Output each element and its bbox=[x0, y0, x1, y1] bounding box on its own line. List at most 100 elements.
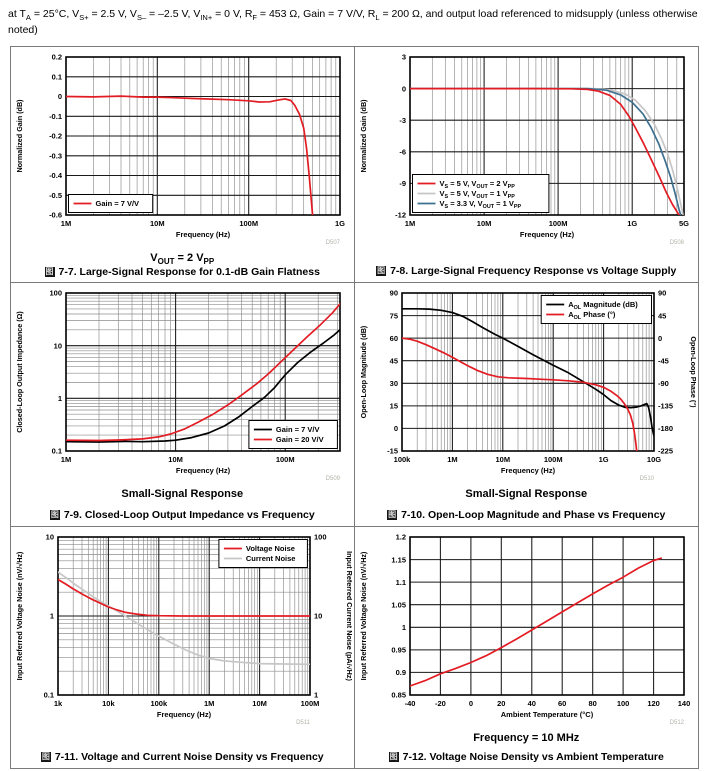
svg-text:10: 10 bbox=[54, 341, 62, 350]
figure-caption-text: 7-10. Open-Loop Magnitude and Phase vs F… bbox=[401, 509, 666, 522]
svg-text:Input Referred Voltage Noise (: Input Referred Voltage Noise (nV/√Hz) bbox=[15, 551, 24, 680]
svg-text:100M: 100M bbox=[549, 219, 568, 228]
svg-text:40: 40 bbox=[528, 699, 536, 708]
conditions-note: at TA = 25°C, VS+ = 2.5 V, VS– = –2.5 V,… bbox=[8, 8, 698, 37]
figure-grid: Gain = 7 V/V 1M 10M 100M 1G 0.2 0.1 0 -0.1 -0.2 -0… bbox=[10, 46, 699, 770]
figure-icon: 图 bbox=[40, 752, 51, 763]
svg-text:0.85: 0.85 bbox=[392, 691, 407, 700]
svg-text:Voltage Noise: Voltage Noise bbox=[246, 544, 295, 553]
svg-text:D508: D508 bbox=[670, 240, 685, 246]
figure-cell-7-8: VS = 5 V, VOUT = 2 VPP VS = 5 V, VOUT = 1… bbox=[354, 47, 698, 284]
svg-text:-0.4: -0.4 bbox=[49, 171, 63, 180]
figure-caption-7-7: 图 7-7. Large-Signal Response for 0.1-dB … bbox=[44, 266, 320, 279]
svg-text:-9: -9 bbox=[400, 179, 407, 188]
figure-icon: 图 bbox=[49, 510, 60, 521]
figure-caption-text: 7-9. Closed-Loop Output Impedance vs Fre… bbox=[63, 509, 315, 522]
svg-text:100M: 100M bbox=[301, 699, 320, 708]
svg-text:1.15: 1.15 bbox=[392, 555, 407, 564]
svg-text:60: 60 bbox=[558, 699, 566, 708]
svg-text:-3: -3 bbox=[400, 116, 407, 125]
svg-text:Gain = 7 V/V: Gain = 7 V/V bbox=[276, 425, 320, 434]
figure-caption-7-10: 图 7-10. Open-Loop Magnitude and Phase vs… bbox=[387, 509, 665, 521]
svg-text:-45: -45 bbox=[658, 356, 669, 365]
svg-text:Frequency (Hz): Frequency (Hz) bbox=[501, 466, 556, 475]
svg-text:1.1: 1.1 bbox=[396, 578, 406, 587]
figure-cell-7-9: Gain = 7 V/V Gain = 20 V/V 1M 10M 100M 100 10 1… bbox=[11, 283, 355, 528]
svg-text:10M: 10M bbox=[477, 219, 492, 228]
svg-text:AOL Magnitude (dB): AOL Magnitude (dB) bbox=[568, 300, 638, 311]
svg-text:Frequency (Hz): Frequency (Hz) bbox=[176, 466, 231, 475]
figure-caption-7-8: 图 7-8. Large-Signal Frequency Response v… bbox=[376, 265, 676, 277]
svg-text:-12: -12 bbox=[395, 211, 406, 220]
svg-text:Normalized Gain (dB): Normalized Gain (dB) bbox=[15, 99, 24, 173]
figure-caption-text: 7-8. Large-Signal Frequency Response vs … bbox=[390, 265, 677, 278]
svg-text:100M: 100M bbox=[276, 455, 295, 464]
svg-text:80: 80 bbox=[589, 699, 597, 708]
svg-text:0.1: 0.1 bbox=[52, 73, 62, 82]
chart-7-10: AOL Magnitude (dB)AOL Phase (°) 100k 1M 10M… bbox=[356, 287, 697, 486]
svg-text:75: 75 bbox=[390, 311, 398, 320]
svg-text:1: 1 bbox=[314, 691, 318, 700]
chart-7-12: -40 -20 0 20 40 60 80 100 120 140 1.2 1.15 1.1 1.05 1 0… bbox=[356, 531, 697, 730]
svg-text:1.2: 1.2 bbox=[396, 533, 406, 542]
svg-text:0: 0 bbox=[469, 699, 473, 708]
svg-text:Input Referred Current Noise (: Input Referred Current Noise (pA/√Hz) bbox=[345, 551, 352, 681]
svg-text:90: 90 bbox=[658, 289, 666, 298]
figure-caption-text: 7-11. Voltage and Current Noise Density … bbox=[54, 751, 324, 764]
figure-caption-text: 7-7. Large-Signal Response for 0.1-dB Ga… bbox=[58, 266, 320, 279]
svg-text:1M: 1M bbox=[447, 455, 457, 464]
svg-text:1M: 1M bbox=[61, 455, 71, 464]
svg-text:0.2: 0.2 bbox=[52, 53, 62, 62]
svg-text:0.1: 0.1 bbox=[52, 447, 62, 456]
svg-text:-0.3: -0.3 bbox=[49, 152, 62, 161]
svg-text:Open-Loop Magnitude (dB): Open-Loop Magnitude (dB) bbox=[359, 325, 368, 418]
svg-text:Normalized Gain (dB): Normalized Gain (dB) bbox=[359, 99, 368, 173]
chart-7-7: Gain = 7 V/V 1M 10M 100M 1G 0.2 0.1 0 -0.1 -0.2 -0… bbox=[12, 51, 353, 250]
figure-annotation-7-12: Frequency = 10 MHz bbox=[473, 732, 580, 745]
svg-text:15: 15 bbox=[390, 402, 398, 411]
svg-text:D507: D507 bbox=[326, 240, 341, 246]
svg-text:5G: 5G bbox=[679, 219, 689, 228]
figure-caption-7-11: 图 7-11. Voltage and Current Noise Densit… bbox=[40, 751, 324, 764]
figure-cell-7-11: Voltage Noise Current Noise 1k 10k 100k 1M 10M… bbox=[11, 527, 355, 769]
svg-text:1: 1 bbox=[58, 394, 62, 403]
svg-text:Frequency (Hz): Frequency (Hz) bbox=[157, 710, 212, 719]
svg-text:0: 0 bbox=[58, 92, 62, 101]
svg-text:D512: D512 bbox=[670, 720, 685, 726]
svg-text:Current Noise: Current Noise bbox=[246, 554, 296, 563]
figure-icon: 图 bbox=[376, 266, 387, 277]
svg-text:45: 45 bbox=[658, 311, 666, 320]
svg-text:-225: -225 bbox=[658, 447, 673, 456]
svg-text:10: 10 bbox=[314, 612, 322, 621]
svg-text:D510: D510 bbox=[640, 476, 655, 482]
svg-text:-6: -6 bbox=[400, 148, 407, 157]
svg-text:0: 0 bbox=[658, 334, 662, 343]
svg-text:140: 140 bbox=[678, 699, 691, 708]
svg-text:-180: -180 bbox=[658, 424, 673, 433]
svg-text:Open-Loop Phase (°): Open-Loop Phase (°) bbox=[689, 337, 696, 409]
figure-annotation-7-7: VOUT = 2 VPP bbox=[150, 252, 215, 267]
svg-text:1G: 1G bbox=[627, 219, 637, 228]
svg-text:0.95: 0.95 bbox=[392, 646, 407, 655]
figure-caption-text: 7-12. Voltage Noise Density vs Ambient T… bbox=[402, 751, 664, 764]
svg-text:30: 30 bbox=[390, 379, 398, 388]
svg-text:-15: -15 bbox=[387, 447, 398, 456]
svg-text:20: 20 bbox=[497, 699, 505, 708]
svg-text:100: 100 bbox=[314, 533, 327, 542]
svg-text:-0.5: -0.5 bbox=[49, 191, 62, 200]
svg-text:60: 60 bbox=[390, 334, 398, 343]
svg-text:D511: D511 bbox=[296, 720, 311, 726]
figure-cell-7-12: -40 -20 0 20 40 60 80 100 120 140 1.2 1.15 1.1 1.05 1 0… bbox=[355, 527, 699, 768]
figure-annotation-7-10: Small-Signal Response bbox=[465, 488, 588, 501]
svg-text:VS = 5 V, VOUT = 1 VPP: VS = 5 V, VOUT = 1 VPP bbox=[440, 189, 516, 200]
svg-text:100k: 100k bbox=[151, 699, 169, 708]
figure-icon: 图 bbox=[388, 752, 399, 763]
figure-icon: 图 bbox=[387, 510, 398, 521]
svg-text:-0.6: -0.6 bbox=[49, 211, 62, 220]
svg-text:0: 0 bbox=[394, 424, 398, 433]
svg-text:Input Referred Voltage Noise (: Input Referred Voltage Noise (nV/√Hz) bbox=[359, 551, 368, 680]
svg-text:1G: 1G bbox=[599, 455, 609, 464]
